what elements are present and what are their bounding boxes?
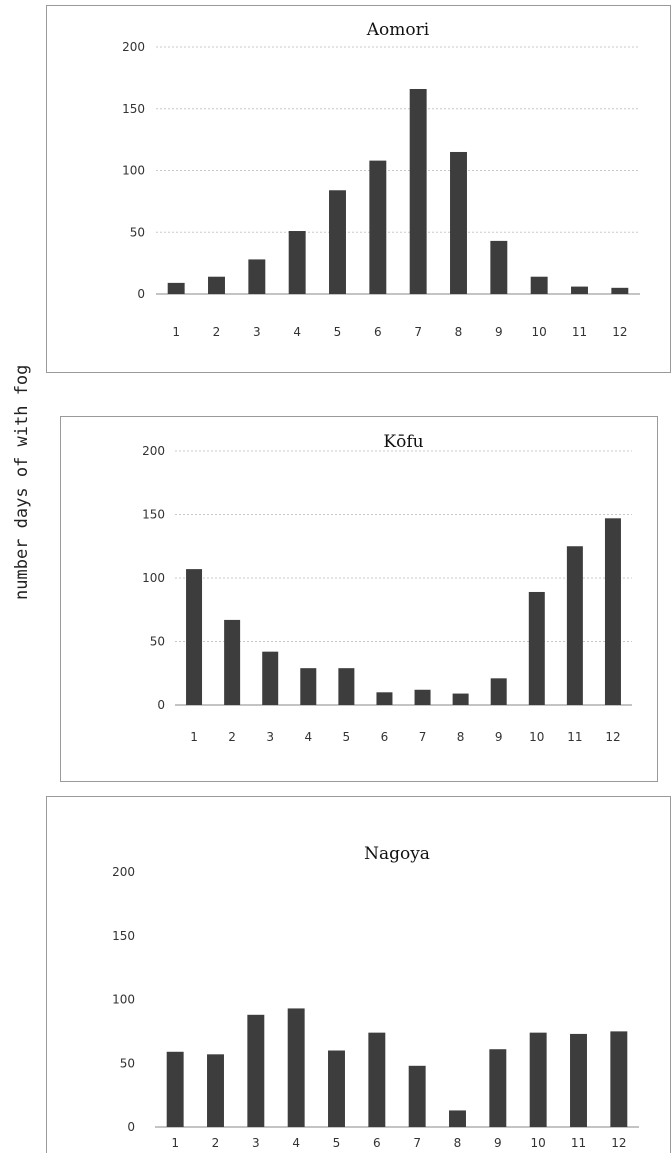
x-tick-label: 6 (381, 730, 389, 744)
x-tick-label: 8 (454, 1136, 462, 1150)
bar (450, 151, 467, 294)
chart-panel-aomori: Aomori 0 50 100 150 200 1 2 3 4 5 6 7 8 9 10 11 12 (46, 5, 671, 373)
bar (610, 1031, 628, 1127)
bar (167, 282, 185, 294)
x-tick-label: 7 (414, 325, 422, 339)
y-tick-label: 200 (142, 444, 165, 458)
x-tick-label: 9 (495, 325, 503, 339)
bar (376, 692, 393, 705)
bar (166, 1051, 184, 1127)
x-tick-label: 4 (293, 325, 301, 339)
x-tick-label: 5 (334, 325, 342, 339)
y-tick-label: 100 (122, 164, 145, 178)
bar (414, 689, 431, 705)
bar (329, 190, 346, 294)
x-tick-label: 4 (292, 1136, 300, 1150)
bar (408, 1065, 426, 1127)
x-tick-label: 1 (172, 325, 180, 339)
bar (409, 88, 427, 295)
chart-title: Nagoya (364, 844, 430, 864)
bar (248, 259, 266, 294)
y-tick-label: 100 (142, 571, 165, 585)
x-tick-label: 4 (304, 730, 312, 744)
x-tick-label: 3 (253, 325, 261, 339)
x-tick-label: 12 (605, 730, 620, 744)
bar (528, 591, 545, 705)
x-tick-label: 3 (266, 730, 274, 744)
x-tick-label: 11 (572, 325, 587, 339)
x-tick-label: 1 (190, 730, 198, 744)
y-tick-label: 50 (150, 635, 165, 649)
bar (186, 569, 203, 705)
y-tick-label: 200 (112, 865, 135, 879)
y-tick-label: 150 (122, 102, 145, 116)
x-tick-label: 7 (419, 730, 427, 744)
x-tick-label: 11 (571, 1136, 586, 1150)
x-tick-label: 1 (171, 1136, 179, 1150)
x-tick-label: 6 (374, 325, 382, 339)
chart-title: Kōfu (383, 432, 423, 452)
x-tick-label: 2 (213, 325, 221, 339)
bar (490, 678, 507, 705)
y-tick-label: 0 (137, 287, 145, 301)
x-tick-label: 10 (529, 730, 544, 744)
bar (288, 231, 306, 294)
x-tick-label: 8 (457, 730, 465, 744)
chart-panel-kofu: Kōfu 0 50 100 150 200 1 2 3 4 5 6 7 8 9 10 11 12 (60, 416, 658, 782)
bar (566, 546, 583, 705)
bar (368, 1032, 386, 1127)
x-tick-label: 8 (455, 325, 463, 339)
bar (489, 1049, 507, 1127)
y-tick-label: 50 (130, 225, 145, 239)
bar (287, 1008, 305, 1127)
y-tick-label: 150 (112, 929, 135, 943)
bar (570, 1033, 587, 1127)
x-tick-label: 5 (343, 730, 351, 744)
bar (530, 276, 548, 294)
bar (300, 668, 317, 705)
bar (490, 240, 508, 294)
x-tick-label: 10 (532, 325, 547, 339)
bar (338, 668, 355, 705)
x-tick-label: 3 (252, 1136, 260, 1150)
bar (571, 286, 588, 294)
x-tick-label: 7 (413, 1136, 421, 1150)
x-tick-label: 12 (612, 325, 627, 339)
x-tick-label: 12 (611, 1136, 626, 1150)
bar (449, 1110, 466, 1127)
x-tick-label: 9 (495, 730, 503, 744)
x-tick-label: 2 (228, 730, 236, 744)
bar (529, 1032, 547, 1127)
bar (611, 287, 629, 294)
y-tick-label: 0 (127, 1120, 135, 1134)
x-tick-label: 6 (373, 1136, 381, 1150)
bar (224, 619, 241, 705)
y-tick-label: 0 (157, 698, 165, 712)
y-tick-label: 100 (112, 993, 135, 1007)
bar (207, 1054, 224, 1127)
x-tick-label: 5 (333, 1136, 341, 1150)
y-tick-label: 50 (120, 1056, 135, 1070)
bar (452, 693, 469, 705)
chart-panel-nagoya: Nagoya 0 50 100 150 200 1 2 3 4 5 6 7 8 9 10 11 12 (46, 796, 671, 1153)
bar (208, 276, 225, 294)
x-tick-label: 2 (212, 1136, 220, 1150)
y-tick-label: 150 (142, 508, 165, 522)
chart-title: Aomori (366, 20, 430, 40)
bar (247, 1014, 265, 1127)
bar (262, 651, 279, 705)
x-tick-label: 11 (567, 730, 582, 744)
y-tick-label: 200 (122, 40, 145, 54)
shared-y-axis-label: number days of with fog (12, 364, 32, 600)
bar (604, 518, 621, 705)
bar (369, 160, 387, 294)
bar (328, 1050, 345, 1127)
x-tick-label: 9 (494, 1136, 502, 1150)
x-tick-label: 10 (531, 1136, 546, 1150)
